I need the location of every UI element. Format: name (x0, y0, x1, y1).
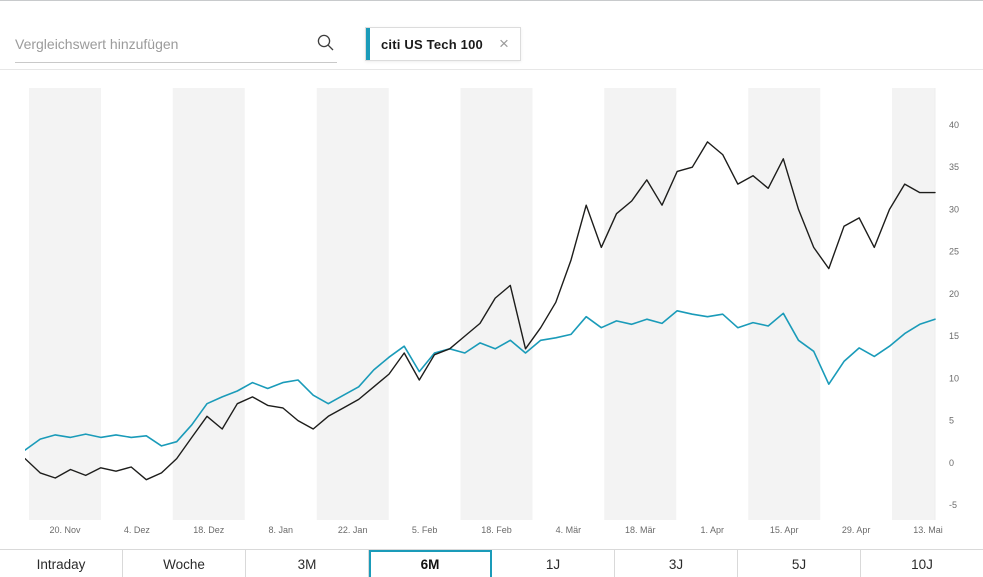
search-input[interactable] (15, 35, 308, 52)
x-axis-label: 5. Feb (412, 525, 438, 535)
y-axis-label: 15 (949, 331, 959, 341)
x-axis-label: 20. Nov (49, 525, 81, 535)
tab-1j[interactable]: 1J (492, 550, 615, 577)
y-axis-label: 30 (949, 204, 959, 214)
tab-10j[interactable]: 10J (861, 550, 983, 577)
tab-3m[interactable]: 3M (246, 550, 369, 577)
y-axis-label: 10 (949, 373, 959, 383)
search-field (15, 27, 337, 63)
x-axis-label: 4. Dez (124, 525, 151, 535)
y-axis-label: 25 (949, 247, 959, 257)
series-line-comparison (24, 310, 936, 451)
x-axis-label: 29. Apr (842, 525, 871, 535)
plot-stripe (460, 88, 533, 520)
y-axis-label: 5 (949, 416, 954, 426)
y-axis-label: 20 (949, 289, 959, 299)
range-tab-bar: Intraday Woche 3M 6M 1J 3J 5J 10J (0, 549, 983, 577)
y-axis-label: -5 (949, 500, 957, 510)
y-axis-label: 0 (949, 458, 954, 468)
x-axis-label: 15. Apr (770, 525, 799, 535)
plot-stripe (748, 88, 821, 520)
tab-intraday[interactable]: Intraday (0, 550, 123, 577)
x-axis-label: 18. Mär (625, 525, 656, 535)
close-icon[interactable]: × (498, 33, 509, 53)
x-axis-label: 18. Dez (193, 525, 225, 535)
header: citi US Tech 100 × (0, 1, 983, 63)
chart-area[interactable]: 40 35 30 25 20 15 10 5 0 -5 20. Nov 4. Dez 18. Dez 8.… (0, 69, 983, 549)
x-axis-label: 22. Jan (338, 525, 368, 535)
y-axis-label: 40 (949, 120, 959, 130)
plot-stripe (29, 88, 101, 520)
plot-stripe (172, 88, 245, 520)
search-icon[interactable] (308, 33, 337, 54)
tab-5j[interactable]: 5J (738, 550, 861, 577)
x-axis-label: 18. Feb (481, 525, 512, 535)
performance-chart[interactable]: 40 35 30 25 20 15 10 5 0 -5 20. Nov 4. Dez 18. Dez 8.… (24, 70, 983, 544)
x-axis-label: 4. Mär (556, 525, 582, 535)
plot-stripe (604, 88, 677, 520)
comparison-chip: citi US Tech 100 × (365, 27, 521, 61)
x-axis-label: 1. Apr (701, 525, 725, 535)
chip-accent-bar (366, 28, 370, 60)
series-line-primary (24, 141, 936, 481)
tab-woche[interactable]: Woche (123, 550, 246, 577)
plot-stripe (892, 88, 935, 520)
x-axis-label: 13. Mai (913, 525, 943, 535)
y-axis-label: 35 (949, 162, 959, 172)
x-axis-label: 8. Jan (269, 525, 294, 535)
chip-label: citi US Tech 100 (381, 36, 483, 52)
plot-stripe (316, 88, 389, 520)
tab-6m[interactable]: 6M (369, 550, 492, 577)
tab-3j[interactable]: 3J (615, 550, 738, 577)
